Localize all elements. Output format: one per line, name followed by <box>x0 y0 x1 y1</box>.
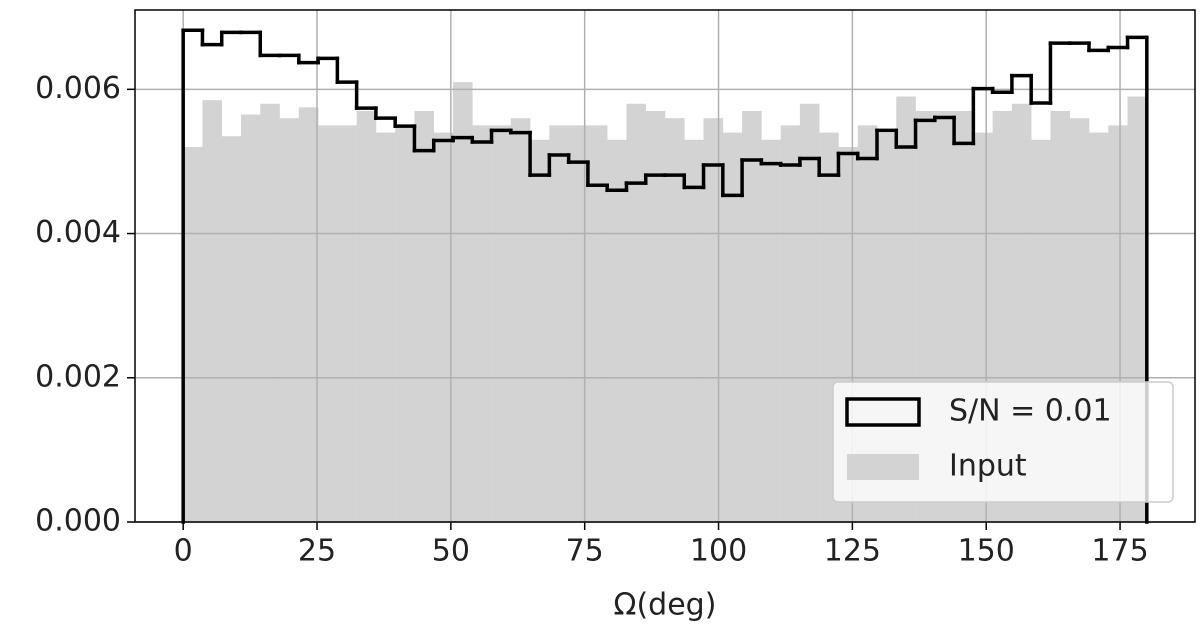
hist-bar <box>722 132 743 522</box>
hist-bar <box>587 125 608 522</box>
x-axis-label: Ω(deg) <box>614 588 717 623</box>
hist-bar <box>568 125 589 522</box>
hist-bar <box>780 125 801 522</box>
hist-bar <box>395 125 415 522</box>
hist-bar <box>202 100 223 523</box>
hist-bar <box>665 118 685 523</box>
y-tick-label: 0.006 <box>35 71 121 106</box>
x-tick-label: 75 <box>566 534 604 569</box>
hist-bar <box>472 125 492 522</box>
hist-bar <box>626 103 647 523</box>
hist-bar <box>298 107 319 522</box>
hist-bar <box>761 139 781 523</box>
hist-bar <box>279 118 300 523</box>
hist-bar <box>375 132 396 522</box>
x-tick-label: 50 <box>432 534 470 569</box>
legend-label: Input <box>949 449 1027 484</box>
hist-bar <box>221 136 242 522</box>
hist-bar <box>433 132 454 522</box>
hist-bar <box>337 125 357 522</box>
hist-bar <box>183 147 203 522</box>
y-tick-label: 0.002 <box>35 359 121 394</box>
hist-bar <box>356 110 377 522</box>
hist-bar <box>742 110 762 522</box>
hist-bar <box>414 110 435 522</box>
y-tick-label: 0.004 <box>35 215 121 250</box>
legend-label: S/N = 0.01 <box>949 394 1112 429</box>
y-tick-label: 0.000 <box>35 504 121 539</box>
hist-bar <box>645 110 666 522</box>
legend-swatch <box>847 454 919 480</box>
hist-bar <box>318 125 338 522</box>
hist-bar <box>453 82 473 523</box>
x-tick-label: 175 <box>1091 534 1148 569</box>
x-tick-label: 125 <box>824 534 881 569</box>
x-tick-label: 150 <box>958 534 1015 569</box>
x-tick-label: 25 <box>298 534 336 569</box>
hist-bar <box>260 103 280 523</box>
x-tick-label: 0 <box>174 534 193 569</box>
plot-frame <box>134 9 1196 523</box>
hist-bar <box>703 118 724 523</box>
hist-bar <box>241 114 261 522</box>
x-tick-label: 100 <box>690 534 747 569</box>
legend-swatch <box>845 397 921 427</box>
hist-bar <box>799 103 820 523</box>
hist-bar <box>607 139 627 523</box>
hist-bar <box>491 125 512 522</box>
hist-bar <box>549 125 569 522</box>
hist-bar <box>530 139 550 523</box>
hist-bar <box>510 118 531 523</box>
hist-bar <box>684 139 704 523</box>
